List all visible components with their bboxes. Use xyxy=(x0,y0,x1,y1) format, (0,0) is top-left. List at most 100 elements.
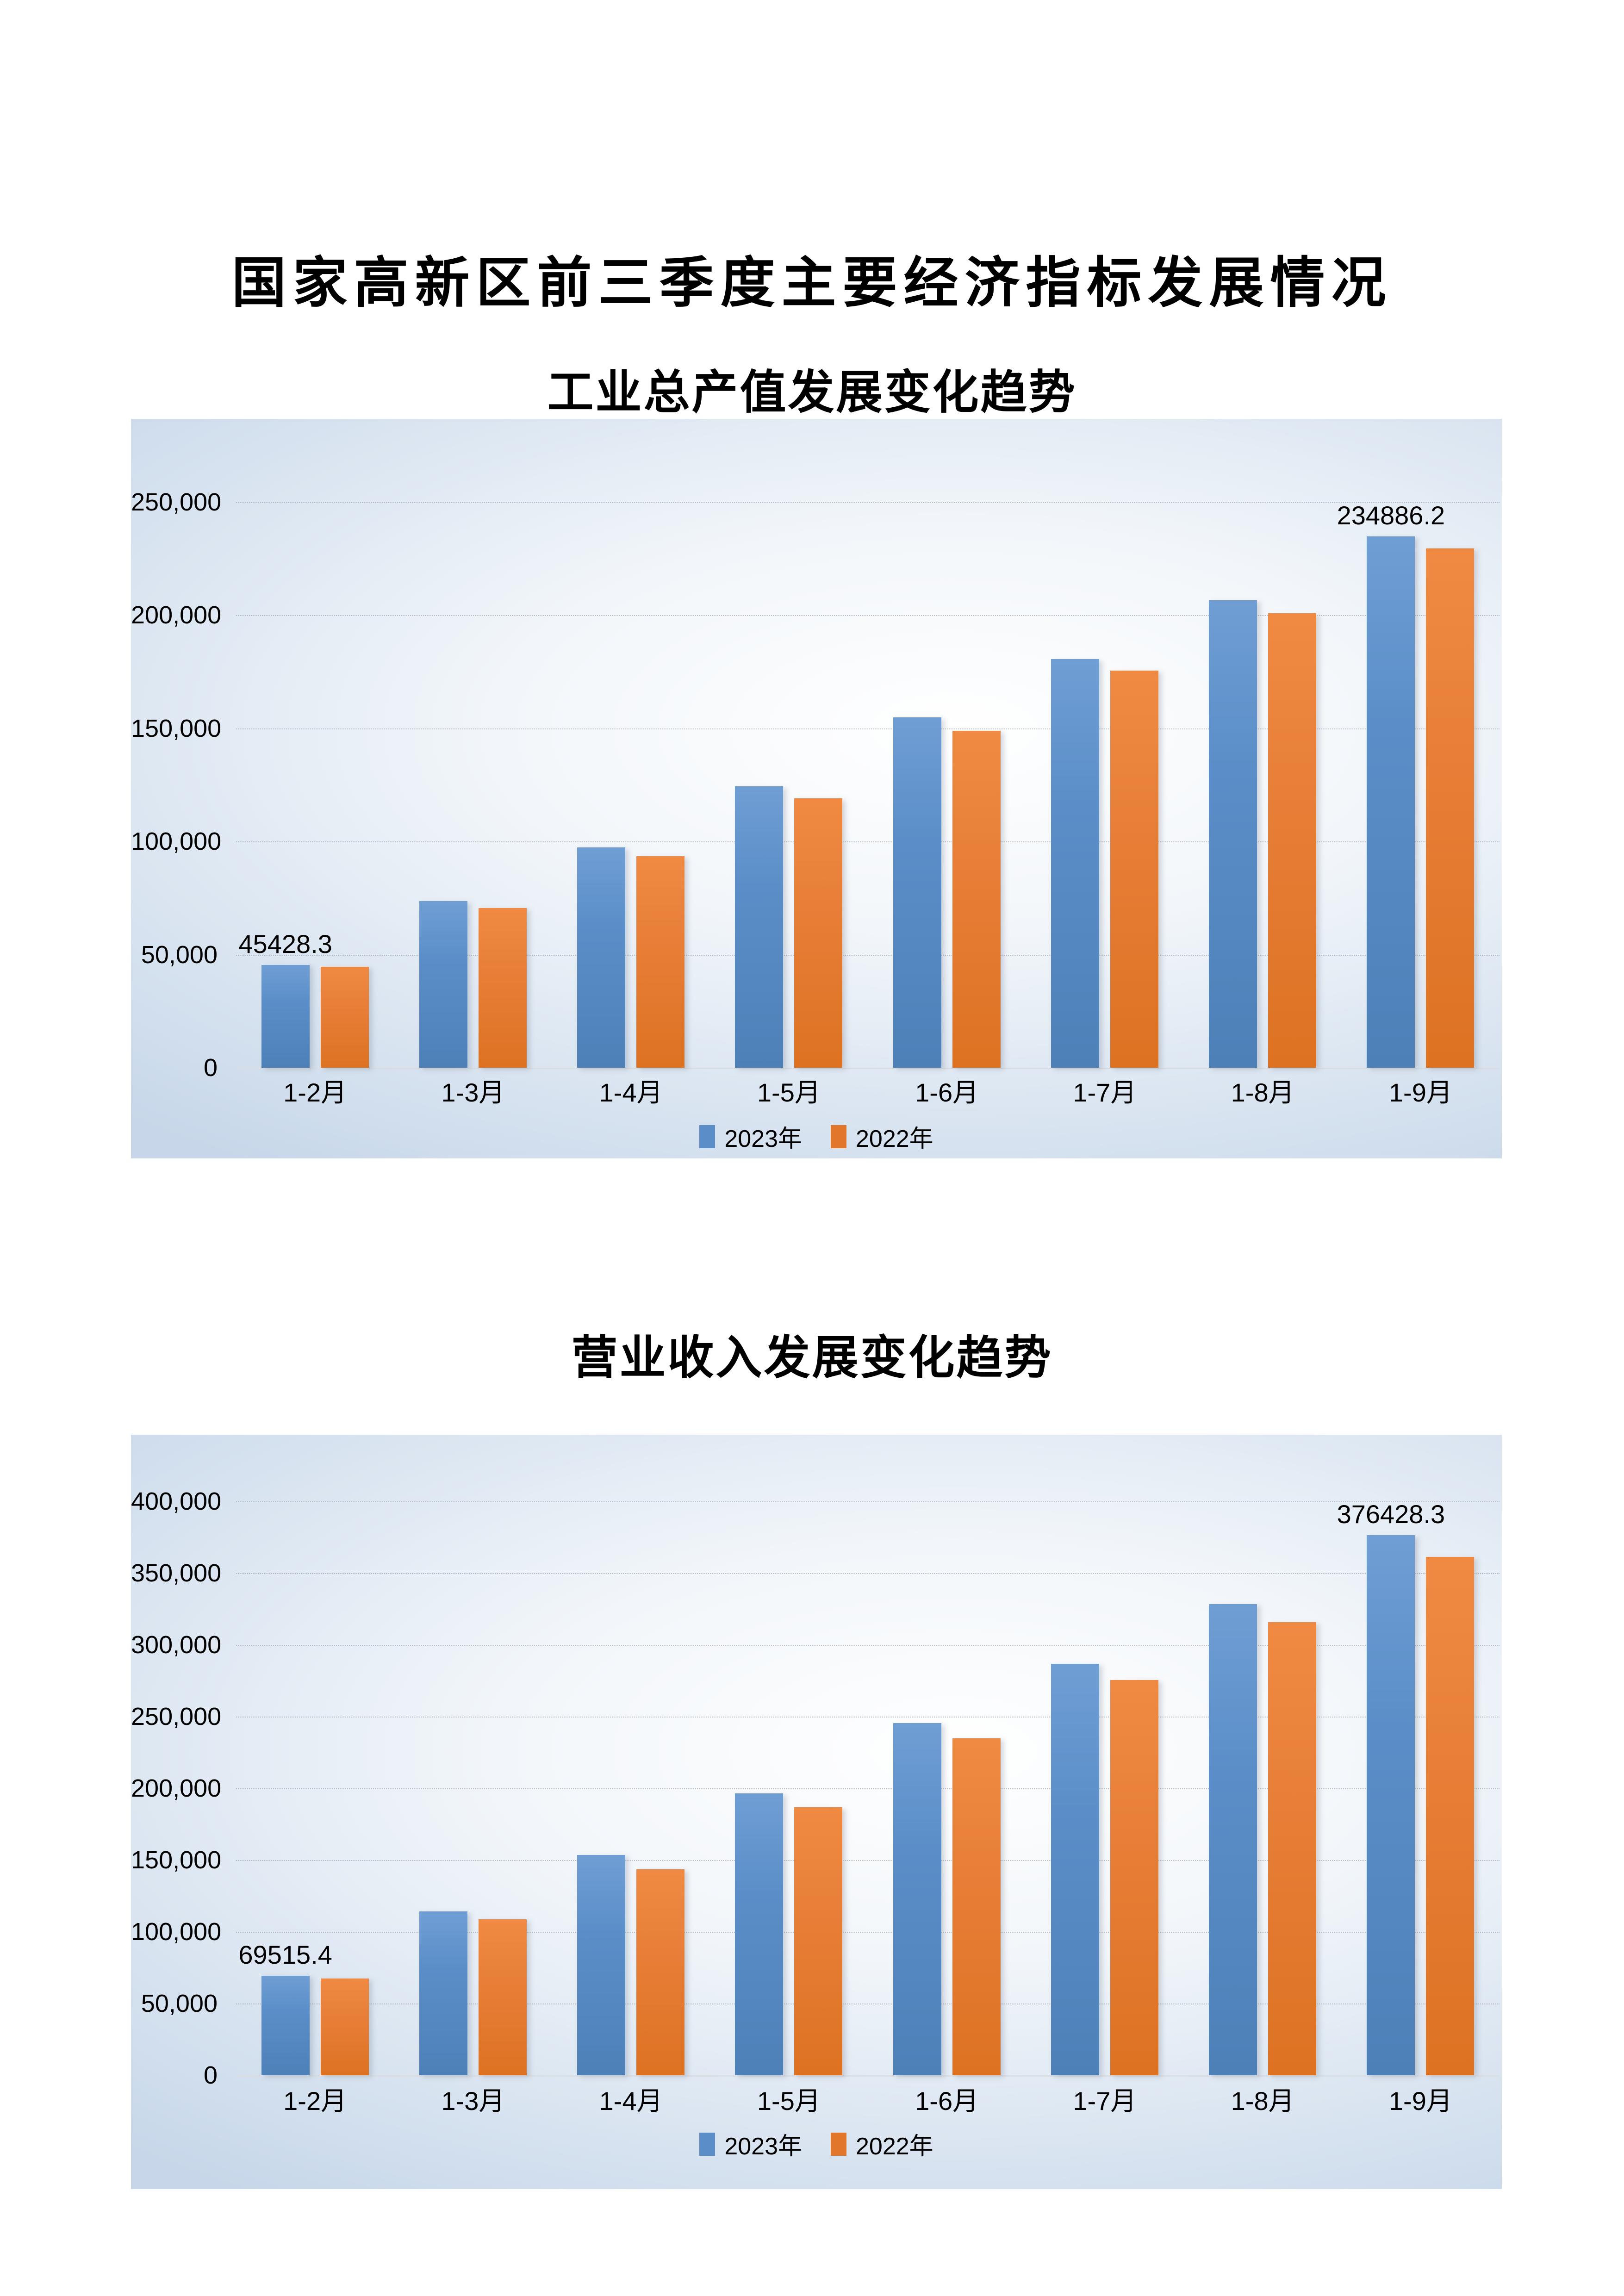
bar-2023年 xyxy=(1209,600,1257,1068)
legend-item-2022年: 2022年 xyxy=(831,2127,933,2161)
bar-2022年 xyxy=(636,856,685,1068)
x-category-label: 1-2月 xyxy=(283,2086,347,2116)
bar-2022年 xyxy=(1110,1680,1158,2075)
data-label: 234886.2 xyxy=(1337,500,1445,530)
x-axis-line xyxy=(236,2075,1500,2077)
legend-swatch-2023年 xyxy=(699,2132,716,2156)
y-axis-tick-label: 100,000 xyxy=(131,828,222,856)
gridline xyxy=(236,1573,1500,1574)
legend-item-2022年: 2022年 xyxy=(831,1119,933,1154)
y-axis-tick-label: 0 xyxy=(203,1054,218,1082)
x-category-label: 1-8月 xyxy=(1231,1078,1294,1107)
gridline xyxy=(236,1788,1500,1789)
gridline xyxy=(236,728,1500,729)
legend-item-2023年: 2023年 xyxy=(699,1119,802,1154)
gridline xyxy=(236,1932,1500,1933)
bar-2023年 xyxy=(735,1793,784,2075)
bar-2023年 xyxy=(893,717,941,1068)
bar-2022年 xyxy=(1268,613,1317,1068)
bar-2022年 xyxy=(1426,1557,1475,2075)
chart1-title: 工业总产值发展变化趋势 xyxy=(547,367,1077,418)
chart2-canvas[interactable]: 0 50,000 100,000 150,000 200,000 250,000 300,0… xyxy=(131,1435,1502,2189)
data-label: 376428.3 xyxy=(1337,1500,1445,1529)
data-label: 69515.4 xyxy=(238,1940,332,1969)
y-axis-tick-label: 400,000 xyxy=(131,1487,222,1515)
legend-label: 2023年 xyxy=(724,1126,802,1152)
gridline xyxy=(236,1860,1500,1861)
bar-2022年 xyxy=(320,1979,369,2075)
bar-2022年 xyxy=(952,731,1001,1068)
x-category-label: 1-3月 xyxy=(441,1078,505,1107)
x-category-label: 1-5月 xyxy=(757,1078,821,1107)
legend-swatch-2023年 xyxy=(699,1125,716,1148)
bar-2022年 xyxy=(794,798,843,1068)
legend-label: 2023年 xyxy=(724,2133,802,2160)
gridline xyxy=(236,502,1500,503)
y-axis-tick-label: 200,000 xyxy=(131,601,222,629)
bar-2022年 xyxy=(1268,1622,1317,2075)
x-category-label: 1-4月 xyxy=(599,1078,663,1107)
document-title: 国家高新区前三季度主要经济指标发展情况 xyxy=(231,253,1393,314)
bar-2022年 xyxy=(478,1919,527,2075)
x-category-label: 1-6月 xyxy=(915,2086,979,2116)
gridline xyxy=(236,1645,1500,1646)
bar-2023年 xyxy=(1051,1663,1099,2075)
bar-2022年 xyxy=(478,908,527,1068)
bar-2022年 xyxy=(794,1807,843,2075)
y-axis-tick-label: 0 xyxy=(203,2061,218,2089)
y-axis-tick-label: 200,000 xyxy=(131,1774,222,1802)
bar-2022年 xyxy=(636,1869,685,2075)
chart1-canvas[interactable]: 0 50,000 100,000 150,000 200,000 250,000 1-2月 1… xyxy=(131,419,1502,1158)
gridline xyxy=(236,841,1500,843)
y-axis-tick-label: 150,000 xyxy=(131,1846,222,1874)
chart2-title: 营业收入发展变化趋势 xyxy=(571,1332,1053,1384)
bar-2023年 xyxy=(1209,1604,1257,2075)
x-category-label: 1-7月 xyxy=(1073,2086,1137,2116)
y-axis-tick-label: 50,000 xyxy=(141,1990,218,2017)
gridline xyxy=(236,1501,1500,1502)
bar-2023年 xyxy=(577,1854,626,2075)
bar-2023年 xyxy=(1367,1535,1415,2075)
legend-label: 2022年 xyxy=(856,2133,933,2160)
legend-item-2023年: 2023年 xyxy=(699,2127,802,2161)
bar-2022年 xyxy=(1110,671,1158,1068)
data-label: 45428.3 xyxy=(238,929,332,958)
y-axis-tick-label: 300,000 xyxy=(131,1631,222,1659)
bar-2023年 xyxy=(735,786,784,1068)
gridline xyxy=(236,615,1500,616)
bar-2023年 xyxy=(419,1911,467,2075)
y-axis-tick-label: 50,000 xyxy=(141,940,218,969)
y-axis-tick-label: 250,000 xyxy=(131,1703,222,1730)
y-axis-tick-label: 100,000 xyxy=(131,1918,222,1946)
gridline xyxy=(236,954,1500,956)
y-axis-tick-label: 150,000 xyxy=(131,714,222,742)
bar-2023年 xyxy=(261,964,310,1068)
x-category-label: 1-9月 xyxy=(1388,1078,1452,1107)
x-category-label: 1-8月 xyxy=(1231,2086,1294,2116)
bar-2023年 xyxy=(419,901,467,1068)
x-category-label: 1-7月 xyxy=(1073,1078,1137,1107)
x-category-label: 1-6月 xyxy=(915,1078,979,1107)
y-axis-tick-label: 250,000 xyxy=(131,488,222,516)
x-category-label: 1-5月 xyxy=(757,2086,821,2116)
x-category-label: 1-9月 xyxy=(1388,2086,1452,2116)
x-category-label: 1-3月 xyxy=(441,2086,505,2116)
legend-label: 2022年 xyxy=(856,1126,933,1152)
x-category-label: 1-2月 xyxy=(283,1078,347,1107)
x-axis-line xyxy=(236,1068,1500,1069)
chart-legend: 2023年 2022年 xyxy=(131,2127,1502,2161)
bar-2023年 xyxy=(577,847,626,1068)
bar-2022年 xyxy=(952,1738,1001,2075)
chart-legend: 2023年 2022年 xyxy=(131,1119,1502,1154)
y-axis-tick-label: 350,000 xyxy=(131,1559,222,1587)
legend-swatch-2022年 xyxy=(831,1125,846,1148)
legend-swatch-2022年 xyxy=(831,2132,846,2156)
bar-2023年 xyxy=(1367,536,1415,1068)
bar-2023年 xyxy=(261,1975,310,2075)
bar-2022年 xyxy=(320,966,369,1068)
bar-2023年 xyxy=(893,1723,941,2075)
bar-2023年 xyxy=(1051,659,1099,1068)
bar-2022年 xyxy=(1426,548,1475,1068)
x-category-label: 1-4月 xyxy=(599,2086,663,2116)
